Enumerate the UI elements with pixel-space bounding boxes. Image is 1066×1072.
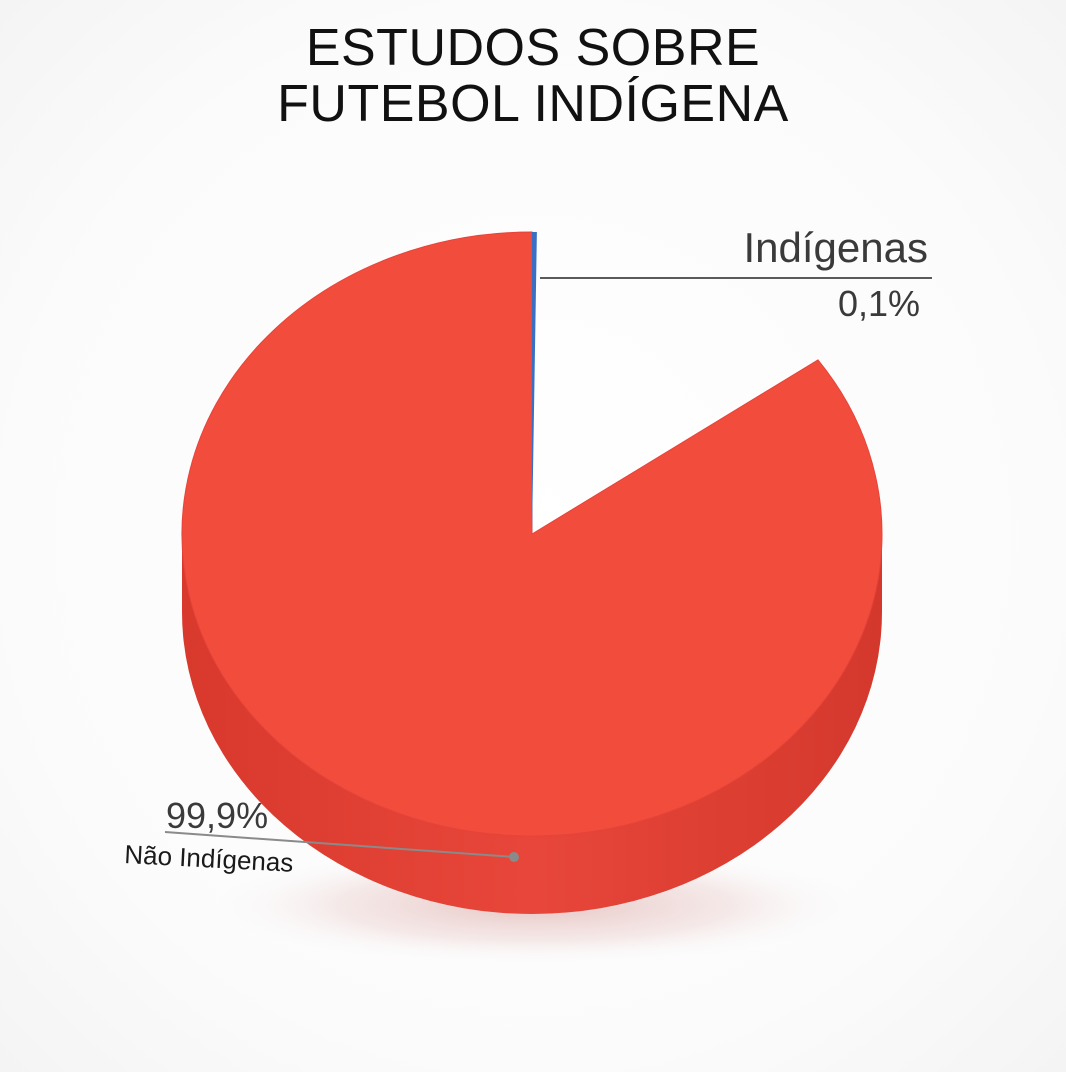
label-anchor-dot-nao-indigenas: [509, 852, 519, 862]
label-value-indigenas: 0,1%: [838, 283, 920, 324]
chart-title-line-1: ESTUDOS SOBRE: [305, 19, 761, 77]
label-name-nao-indigenas: Não Indígenas: [124, 839, 294, 878]
label-name-indigenas: Indígenas: [744, 224, 929, 271]
label-leader-nao-indigenas: [164, 831, 515, 858]
pie-slice-indigenas: [532, 232, 537, 534]
chart-title-line-2: FUTEBOL INDÍGENA: [277, 75, 789, 133]
pie-labels: Indígenas 0,1% 99,9%Não Indígenas: [124, 224, 932, 878]
pie-top-face: [181, 231, 883, 837]
label-value-nao-indigenas: 99,9%: [166, 795, 268, 836]
pie-slice-nao-indigenas: [181, 231, 883, 837]
pie-side-main: [182, 534, 882, 914]
pie-side-wall: [182, 534, 882, 914]
